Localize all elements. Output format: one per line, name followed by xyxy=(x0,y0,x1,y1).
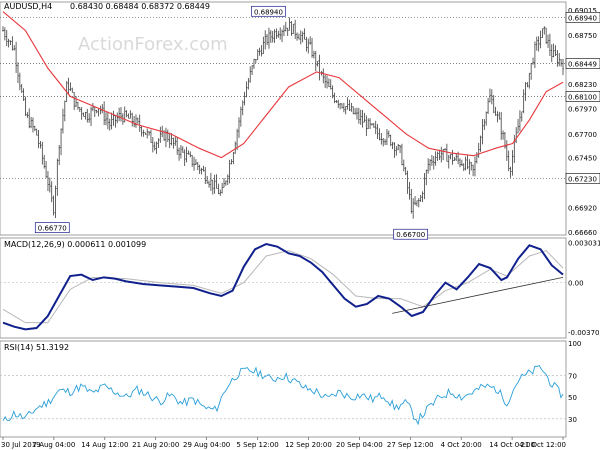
macd-tick-label: -0.003706 xyxy=(568,329,600,337)
price-panel xyxy=(0,1,567,236)
macd-line xyxy=(2,242,564,331)
rsi-panel xyxy=(0,340,567,438)
x-tick-label: 21 Aug 20:00 xyxy=(132,441,179,449)
price-layer: 0.690150.689400.687500.684490.682300.681… xyxy=(0,5,600,240)
price-tick-label: 0.67970 xyxy=(568,106,597,114)
price-tick-label: 0.69015 xyxy=(568,7,597,15)
instrument-label: AUDUSD,H4 xyxy=(4,2,52,11)
level-label-box xyxy=(565,12,600,23)
price-tick-label: 0.67450 xyxy=(568,155,597,163)
x-tick-label: 14 Aug 12:00 xyxy=(81,441,128,449)
macd-layer: 0.003031 0.00 -0.003706 xyxy=(0,239,600,337)
price-tick-label: 0.68230 xyxy=(568,81,597,89)
rsi-line xyxy=(2,364,564,426)
x-tick-label: 12 Sep 20:00 xyxy=(285,441,332,449)
x-tick-label: 14 Oct 04:00 xyxy=(489,441,535,449)
macd-title: MACD(12,26,9) 0.000611 0.001099 xyxy=(4,240,146,249)
annotation-box xyxy=(34,222,70,233)
rsi-tick-label: 100 xyxy=(568,340,581,348)
x-tick-label: 29 Aug 04:00 xyxy=(183,441,230,449)
rsi-tick-label: 50 xyxy=(568,394,577,402)
level-label-box xyxy=(565,58,600,69)
macd-trendline xyxy=(392,276,564,314)
moving-average-line xyxy=(2,11,564,159)
x-tick-label: 4 Oct 20:00 xyxy=(441,441,482,449)
annotation-label: 0.66770 xyxy=(38,225,67,233)
macd-tick-label: 0.00 xyxy=(568,280,584,288)
macd-tick-label: 0.003031 xyxy=(568,239,600,247)
price-tick-label: 0.66920 xyxy=(568,205,597,213)
level-label: 0.68100 xyxy=(568,93,597,101)
rsi-title: RSI(14) 51.3192 xyxy=(4,343,69,352)
header-values: 0.68430 0.68484 0.68372 0.68449 xyxy=(70,2,210,11)
x-tick-label: 7 Aug 04:00 xyxy=(33,441,76,449)
price-tick-label: 0.67700 xyxy=(568,131,597,139)
level-label: 0.68449 xyxy=(568,61,597,69)
level-label: 0.67230 xyxy=(568,175,597,183)
macd-signal-line xyxy=(2,250,564,324)
annotation-label: 0.66700 xyxy=(396,231,425,239)
watermark: ActionForex.com xyxy=(78,34,228,55)
level-label-box xyxy=(565,91,600,102)
x-tick-label: 21 Oct 12:00 xyxy=(520,441,566,449)
annotation-label: 0.68940 xyxy=(254,8,283,16)
annotation-box xyxy=(251,5,286,17)
x-tick-label: 27 Sep 12:00 xyxy=(387,441,434,449)
rsi-tick-label: 70 xyxy=(568,372,577,380)
macd-panel xyxy=(0,237,567,339)
price-tick-label: 0.68750 xyxy=(568,32,597,40)
rsi-tick-label: 30 xyxy=(568,416,577,424)
level-label-box xyxy=(565,173,600,184)
annotation-box xyxy=(393,228,429,240)
price-tick-label: 0.66660 xyxy=(568,229,597,237)
rsi-layer: 100 70 50 30 xyxy=(0,340,581,426)
x-tick-label: 20 Sep 04:00 xyxy=(336,441,383,449)
level-label: 0.68940 xyxy=(568,14,597,22)
x-tick-label: 5 Sep 12:00 xyxy=(236,441,278,449)
x-tick-label: 30 Jul 2019 xyxy=(1,441,41,449)
